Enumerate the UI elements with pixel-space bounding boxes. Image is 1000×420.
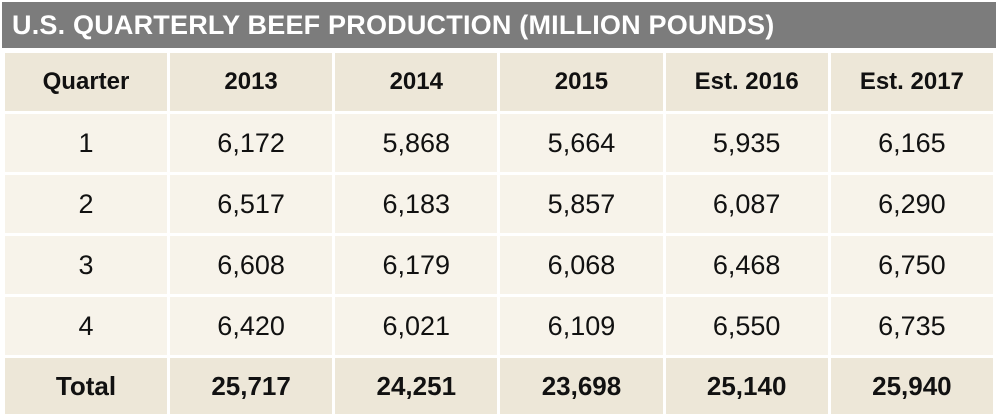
table-cell: 6,068	[500, 236, 663, 294]
column-header-est-2017: Est. 2017	[830, 53, 993, 111]
table-cell: 1	[5, 114, 167, 172]
table-cell: 2	[5, 175, 167, 233]
total-cell: 23,698	[500, 358, 663, 414]
header-row: Quarter 2013 2014 2015 Est. 2016 Est. 20…	[5, 53, 993, 111]
table-cell: 5,664	[500, 114, 663, 172]
table-cell: 6,179	[335, 236, 498, 294]
column-header-2014: 2014	[335, 53, 498, 111]
total-row: Total 25,717 24,251 23,698 25,140 25,940	[5, 358, 993, 414]
table-cell: 6,165	[830, 114, 993, 172]
table-row: 4 6,420 6,021 6,109 6,550 6,735	[5, 297, 993, 355]
table-title: U.S. QUARTERLY BEEF PRODUCTION (MILLION …	[2, 2, 996, 48]
table-cell: 6,517	[170, 175, 333, 233]
table-cell: 6,021	[335, 297, 498, 355]
column-header-est-2016: Est. 2016	[665, 53, 828, 111]
table-cell: 6,750	[830, 236, 993, 294]
total-cell: 25,140	[665, 358, 828, 414]
column-header-quarter: Quarter	[5, 53, 167, 111]
table-cell: 6,468	[665, 236, 828, 294]
table-cell: 6,608	[170, 236, 333, 294]
total-cell: 25,717	[170, 358, 333, 414]
table-cell: 5,857	[500, 175, 663, 233]
table-cell: 6,290	[830, 175, 993, 233]
table-cell: 6,087	[665, 175, 828, 233]
table-cell: 6,172	[170, 114, 333, 172]
table-cell: 4	[5, 297, 167, 355]
column-header-2015: 2015	[500, 53, 663, 111]
table-cell: 5,935	[665, 114, 828, 172]
total-cell: 24,251	[335, 358, 498, 414]
table-cell: 6,420	[170, 297, 333, 355]
total-cell: 25,940	[830, 358, 993, 414]
table-cell: 6,183	[335, 175, 498, 233]
table-cell: 6,735	[830, 297, 993, 355]
table-cell: 6,109	[500, 297, 663, 355]
beef-production-table: Quarter 2013 2014 2015 Est. 2016 Est. 20…	[2, 50, 996, 417]
table-cell: 5,868	[335, 114, 498, 172]
total-label: Total	[5, 358, 167, 414]
table-cell: 6,550	[665, 297, 828, 355]
column-header-2013: 2013	[170, 53, 333, 111]
table-row: 2 6,517 6,183 5,857 6,087 6,290	[5, 175, 993, 233]
table-cell: 3	[5, 236, 167, 294]
table-row: 1 6,172 5,868 5,664 5,935 6,165	[5, 114, 993, 172]
table-row: 3 6,608 6,179 6,068 6,468 6,750	[5, 236, 993, 294]
